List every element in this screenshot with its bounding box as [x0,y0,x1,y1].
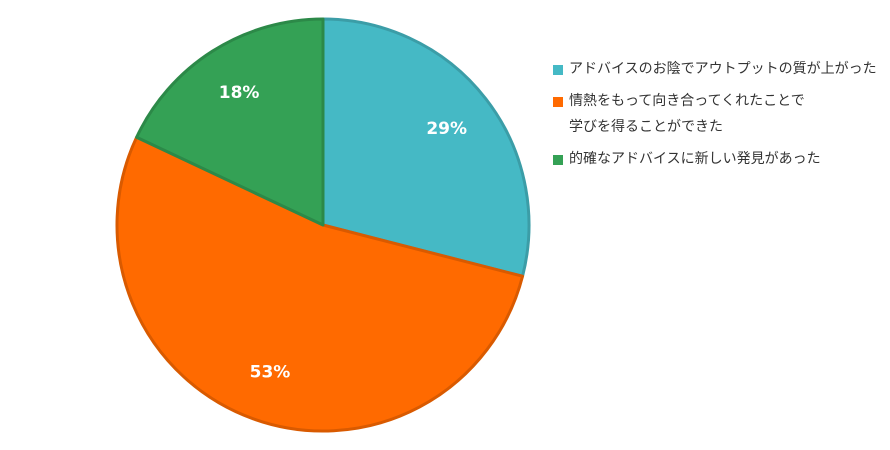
legend-swatch [553,155,563,165]
legend-item: 的確なアドバイスに新しい発見があった [553,150,877,172]
legend-item: アドバイスのお陰でアウトプットの質が上がった [553,60,877,82]
legend-item: 情熱をもって向き合ってくれたことで 学びを得ることができた [553,92,877,140]
pie-slice [135,17,325,227]
data-label: 29% [426,119,467,139]
legend-swatch [553,97,563,107]
data-label: 18% [219,83,260,103]
legend-label: アドバイスのお陰でアウトプットの質が上がった [569,61,877,77]
pie-slice [115,135,525,433]
legend-swatch [553,65,563,75]
data-label: 53% [250,362,291,382]
legend-label: 情熱をもって向き合ってくれたことで 学びを得ることができた [569,93,805,135]
legend: アドバイスのお陰でアウトプットの質が上がった情熱をもって向き合ってくれたことで … [553,60,877,182]
pie-slice [321,17,531,278]
legend-label: 的確なアドバイスに新しい発見があった [569,151,821,167]
